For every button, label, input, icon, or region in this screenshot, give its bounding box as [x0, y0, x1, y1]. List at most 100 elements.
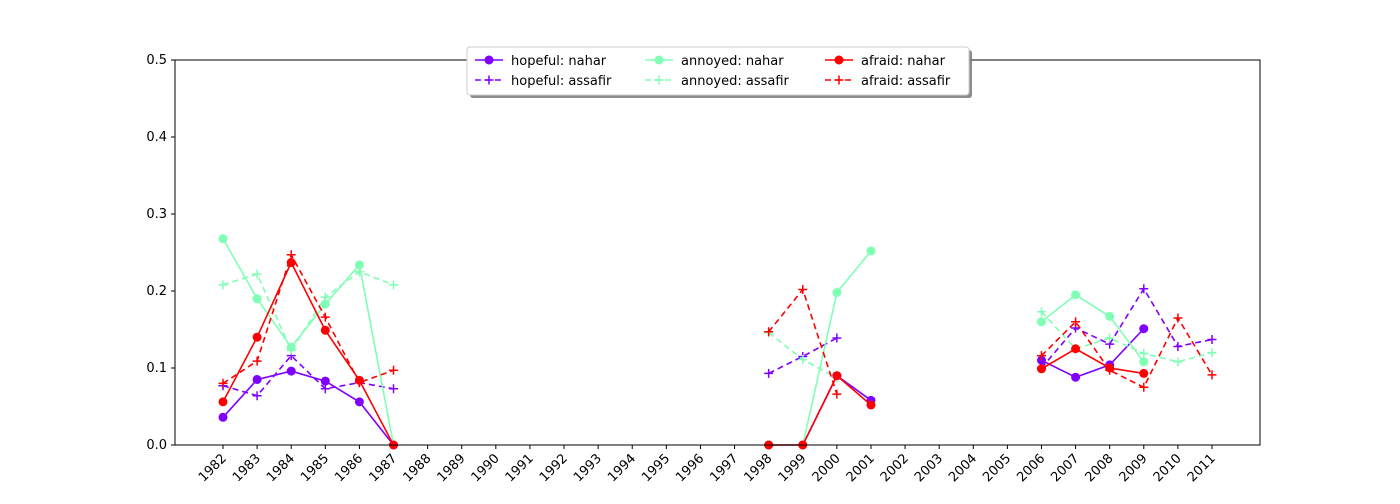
data-point — [1139, 324, 1149, 334]
series-line — [222, 270, 394, 352]
legend-item: annoyed: nahar — [645, 54, 784, 69]
data-point — [320, 325, 330, 335]
data-point — [1105, 311, 1115, 321]
data-point — [1036, 317, 1046, 327]
data-point — [832, 288, 842, 298]
data-point — [1071, 372, 1081, 382]
data-point — [252, 269, 262, 279]
data-point — [320, 384, 330, 394]
data-point — [866, 400, 876, 410]
data-point — [1071, 317, 1081, 327]
data-point — [764, 327, 774, 337]
data-point — [286, 258, 296, 268]
data-point — [866, 246, 876, 256]
series-line — [1040, 316, 1213, 389]
y-tick-label: 0.0 — [146, 438, 167, 453]
data-point — [1036, 364, 1046, 374]
legend-label: hopeful: assafir — [511, 74, 612, 89]
data-point — [286, 345, 296, 355]
data-point — [1139, 382, 1149, 392]
data-point — [1207, 348, 1217, 358]
legend-item: hopeful: nahar — [475, 54, 607, 69]
legend-label: annoyed: assafir — [681, 74, 790, 89]
data-point — [389, 280, 399, 290]
data-point — [389, 365, 399, 375]
data-point — [1139, 368, 1149, 378]
series — [218, 284, 1217, 401]
data-point — [832, 333, 842, 343]
legend-marker — [484, 75, 494, 85]
y-tick-label: 0.2 — [146, 284, 167, 299]
data-point — [320, 299, 330, 309]
legend-label: afraid: assafir — [861, 74, 951, 89]
data-point — [218, 397, 228, 407]
data-point — [1036, 355, 1046, 365]
y-tick-label: 0.4 — [146, 130, 167, 145]
data-point — [218, 378, 228, 388]
data-point — [1173, 313, 1183, 323]
legend-marker — [834, 75, 844, 85]
data-point — [764, 368, 774, 378]
data-point — [1207, 335, 1217, 345]
data-point — [1139, 284, 1149, 294]
data-point — [354, 397, 364, 407]
data-point — [798, 355, 808, 365]
series-line — [222, 252, 394, 385]
data-point — [252, 356, 262, 366]
data-point — [1173, 357, 1183, 367]
legend-box — [466, 46, 970, 96]
y-tick-label: 0.1 — [146, 361, 167, 376]
y-tick-label: 0.5 — [146, 53, 167, 68]
data-point — [798, 284, 808, 294]
legend-marker — [834, 55, 844, 65]
legend-label: annoyed: nahar — [681, 54, 784, 69]
data-point — [1036, 307, 1046, 317]
data-point — [252, 375, 262, 385]
data-point — [286, 366, 296, 376]
data-point — [1036, 351, 1046, 361]
series-group — [218, 234, 1217, 450]
legend-label: afraid: nahar — [861, 54, 946, 69]
series — [218, 250, 1217, 399]
data-point — [354, 260, 364, 270]
data-point — [1105, 365, 1115, 375]
data-point — [252, 332, 262, 342]
series-line — [1041, 328, 1145, 379]
series-line — [1040, 287, 1213, 369]
data-point — [354, 378, 364, 388]
series-line — [1040, 311, 1213, 363]
data-point — [354, 267, 364, 277]
series-line — [1041, 347, 1144, 375]
legend-marker — [654, 75, 664, 85]
data-point — [1139, 357, 1149, 367]
legend-item: annoyed: assafir — [645, 74, 790, 89]
data-point — [1105, 333, 1115, 343]
series-line — [222, 260, 395, 446]
data-point — [218, 234, 228, 244]
y-tick-label: 0.3 — [146, 207, 167, 222]
series-line — [222, 370, 395, 446]
legend-item: afraid: nahar — [825, 54, 946, 69]
data-point — [1207, 370, 1217, 380]
data-point — [1139, 348, 1149, 358]
series-line — [222, 238, 395, 446]
series-line — [222, 354, 394, 397]
data-point — [1071, 344, 1081, 354]
data-point — [1173, 341, 1183, 351]
data-point — [832, 371, 842, 381]
legend: hopeful: nahar hopeful: assafir annoyed: n… — [466, 46, 972, 98]
legend-item: afraid: assafir — [825, 74, 951, 89]
data-point — [218, 280, 228, 290]
legend-marker — [654, 55, 664, 65]
data-point — [320, 292, 330, 302]
data-point — [286, 250, 296, 260]
series-line — [1041, 293, 1145, 363]
data-point — [320, 312, 330, 322]
legend-label: hopeful: nahar — [511, 54, 607, 69]
legend-item: hopeful: assafir — [475, 74, 612, 89]
legend-marker — [484, 55, 494, 65]
data-point — [218, 412, 228, 422]
data-point — [832, 389, 842, 399]
data-point — [252, 294, 262, 304]
